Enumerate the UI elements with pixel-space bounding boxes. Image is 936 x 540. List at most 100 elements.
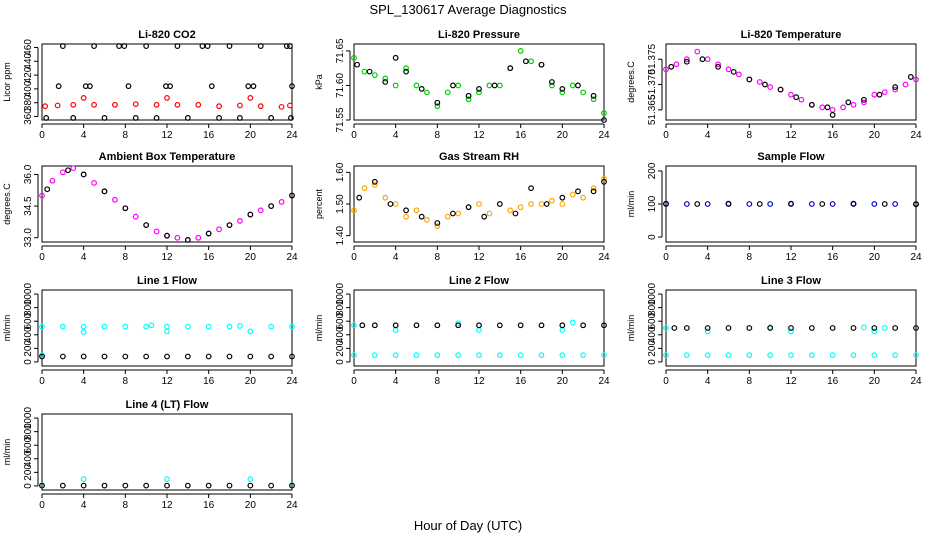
data-point xyxy=(143,43,150,49)
plot-frame xyxy=(41,43,293,121)
panel-title: Ambient Box Temperature xyxy=(99,151,236,163)
data-point xyxy=(580,194,587,201)
data-point xyxy=(80,323,87,330)
data-point xyxy=(143,482,150,489)
data-point xyxy=(538,322,545,329)
y-tick-label: 0 xyxy=(23,483,34,489)
data-point xyxy=(434,103,441,110)
data-point xyxy=(143,353,150,360)
panel-title: Sample Flow xyxy=(757,151,825,163)
x-tick-label: 16 xyxy=(203,500,215,511)
data-point xyxy=(122,353,129,360)
data-point xyxy=(382,75,389,82)
x-tick-label: 20 xyxy=(557,252,569,263)
data-point xyxy=(413,207,420,214)
data-point xyxy=(569,319,576,326)
y-axis-label: ml/min xyxy=(626,191,636,218)
data-point xyxy=(208,83,215,90)
data-point xyxy=(247,328,254,335)
data-point xyxy=(798,96,805,103)
data-point xyxy=(788,328,794,335)
series-1 xyxy=(354,54,607,123)
data-point xyxy=(237,102,243,109)
data-point xyxy=(902,81,909,88)
y-tick-label: 800 xyxy=(335,299,346,316)
data-point xyxy=(413,82,420,89)
data-point xyxy=(699,56,706,63)
series-1 xyxy=(663,200,919,208)
series-1 xyxy=(39,353,295,360)
data-point xyxy=(850,101,857,108)
data-point xyxy=(91,179,97,186)
x-tick-label: 8 xyxy=(435,376,441,387)
x-tick-label: 24 xyxy=(286,500,298,511)
data-point xyxy=(476,86,482,92)
x-tick-label: 8 xyxy=(123,252,129,263)
panel-title: Line 3 Flow xyxy=(761,275,821,287)
data-point xyxy=(549,79,555,85)
data-point xyxy=(476,201,482,207)
data-point xyxy=(580,89,587,96)
data-point xyxy=(43,115,50,121)
y-tick-label: 200 xyxy=(23,340,34,357)
data-point xyxy=(575,188,581,195)
y-tick-label: 600 xyxy=(647,312,658,329)
data-point xyxy=(101,115,108,121)
x-tick-label: 4 xyxy=(81,376,87,387)
panel-6: Line 1 Flow ml/min 0 4 8 12 16 20 24 0 20040060080… xyxy=(2,275,298,387)
data-point xyxy=(538,352,545,359)
x-tick-label: 8 xyxy=(123,500,129,511)
x-tick-label: 8 xyxy=(747,252,753,263)
data-point xyxy=(245,83,252,90)
data-point xyxy=(392,352,399,359)
data-point xyxy=(403,65,409,72)
data-point xyxy=(476,327,482,333)
data-point xyxy=(403,213,409,220)
x-tick-label: 4 xyxy=(81,130,87,141)
y-tick-label: 400 xyxy=(335,326,346,343)
data-point xyxy=(575,82,581,89)
y-axis-label: ml/min xyxy=(314,315,324,342)
data-point xyxy=(371,322,378,329)
data-point xyxy=(289,323,295,330)
data-point xyxy=(496,82,503,89)
x-tick-label: 24 xyxy=(598,130,610,141)
data-point xyxy=(892,201,899,207)
data-point xyxy=(824,104,831,111)
data-point xyxy=(455,82,462,89)
series-0 xyxy=(351,175,607,230)
data-point xyxy=(881,89,888,96)
data-point xyxy=(528,58,534,65)
data-point xyxy=(871,352,878,359)
figure-title: SPL_130617 Average Diagnostics xyxy=(369,2,567,17)
data-point xyxy=(382,194,389,201)
data-point xyxy=(351,322,357,329)
data-point xyxy=(216,226,222,233)
x-tick-label: 24 xyxy=(286,130,298,141)
panel-9: Line 4 (LT) Flow ml/min 0 4 8 12 16 20 24 0 200400… xyxy=(2,399,298,511)
data-point xyxy=(199,43,206,49)
data-point xyxy=(444,89,451,96)
series-0 xyxy=(42,94,293,110)
x-tick-label: 20 xyxy=(869,376,881,387)
x-tick-label: 20 xyxy=(557,376,569,387)
data-point xyxy=(268,353,275,360)
y-axis-label: kPa xyxy=(314,74,324,90)
data-point xyxy=(715,61,721,68)
data-point xyxy=(767,84,774,90)
y-axis-label: degrees.C xyxy=(2,183,12,225)
x-tick-label: 12 xyxy=(161,376,173,387)
data-point xyxy=(164,482,170,489)
data-point xyxy=(569,191,576,198)
data-point xyxy=(913,76,919,83)
data-point xyxy=(704,352,711,359)
data-point xyxy=(819,104,826,111)
y-tick-label: 440 xyxy=(23,52,34,69)
data-point xyxy=(486,210,493,217)
data-point xyxy=(392,327,399,333)
data-point xyxy=(450,210,456,217)
data-point xyxy=(237,115,243,121)
x-tick-label: 0 xyxy=(39,376,45,387)
data-point xyxy=(850,352,857,359)
